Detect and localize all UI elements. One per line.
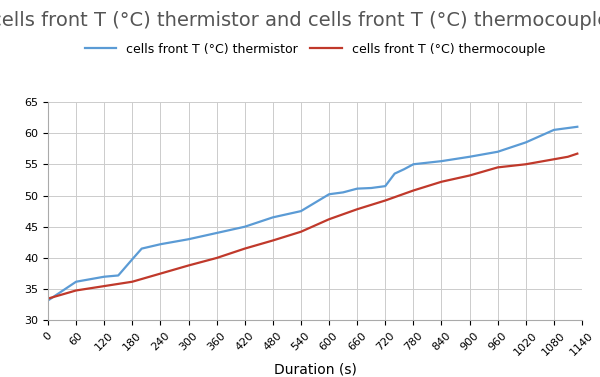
cells front T (°C) thermistor [101,274,108,279]
cells front T (°C) thermocouple [298,230,305,234]
cells front T (°C) thermistor [574,124,581,129]
cells front T (°C) thermistor [185,237,192,242]
cells front T (°C) thermistor [494,150,501,154]
cells front T (°C) thermocouple [44,296,52,301]
Line: cells front T (°C) thermistor: cells front T (°C) thermistor [48,127,577,300]
cells front T (°C) thermistor [391,172,398,176]
cells front T (°C) thermocouple [410,188,417,193]
cells front T (°C) thermocouple [438,179,445,184]
cells front T (°C) thermistor [129,257,136,262]
cells front T (°C) thermocouple [129,279,136,284]
cells front T (°C) thermistor [115,273,122,278]
cells front T (°C) thermocouple [550,157,557,161]
cells front T (°C) thermistor [522,140,529,145]
cells front T (°C) thermocouple [494,165,501,170]
Legend: cells front T (°C) thermistor, cells front T (°C) thermocouple: cells front T (°C) thermistor, cells fro… [80,38,550,61]
cells front T (°C) thermistor [157,242,164,247]
cells front T (°C) thermistor [340,190,347,195]
cells front T (°C) thermocouple [382,198,389,203]
cells front T (°C) thermocouple [269,238,277,243]
cells front T (°C) thermocouple [101,284,108,288]
cells front T (°C) thermocouple [241,246,248,251]
cells front T (°C) thermocouple [157,271,164,276]
cells front T (°C) thermistor [325,192,332,196]
cells front T (°C) thermocouple [325,217,332,222]
cells front T (°C) thermistor [44,298,52,303]
cells front T (°C) thermistor [138,246,145,251]
Text: cells front T (°C) thermistor and cells front T (°C) thermocouple: cells front T (°C) thermistor and cells … [0,11,600,30]
cells front T (°C) thermistor [438,159,445,163]
cells front T (°C) thermistor [269,215,277,220]
cells front T (°C) thermocouple [522,162,529,167]
X-axis label: Duration (s): Duration (s) [274,363,356,377]
cells front T (°C) thermistor [368,186,375,190]
cells front T (°C) thermistor [298,209,305,213]
cells front T (°C) thermocouple [466,173,473,178]
cells front T (°C) thermistor [353,186,361,191]
cells front T (°C) thermistor [213,231,220,235]
Line: cells front T (°C) thermocouple: cells front T (°C) thermocouple [48,154,577,299]
cells front T (°C) thermistor [550,128,557,132]
cells front T (°C) thermocouple [353,207,361,211]
cells front T (°C) thermistor [400,167,407,172]
cells front T (°C) thermistor [241,224,248,229]
cells front T (°C) thermistor [410,162,417,167]
cells front T (°C) thermistor [73,279,80,284]
cells front T (°C) thermistor [565,126,572,130]
cells front T (°C) thermistor [382,184,389,188]
cells front T (°C) thermocouple [73,288,80,293]
cells front T (°C) thermocouple [213,256,220,260]
cells front T (°C) thermistor [466,155,473,159]
cells front T (°C) thermocouple [565,155,572,159]
cells front T (°C) thermocouple [185,263,192,268]
cells front T (°C) thermocouple [574,152,581,156]
